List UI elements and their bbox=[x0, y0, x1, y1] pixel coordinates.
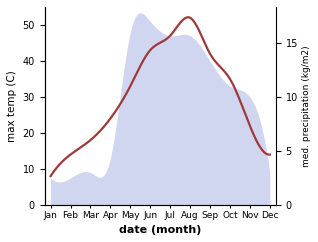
X-axis label: date (month): date (month) bbox=[119, 225, 201, 235]
Y-axis label: max temp (C): max temp (C) bbox=[7, 70, 17, 142]
Y-axis label: med. precipitation (kg/m2): med. precipitation (kg/m2) bbox=[302, 45, 311, 167]
